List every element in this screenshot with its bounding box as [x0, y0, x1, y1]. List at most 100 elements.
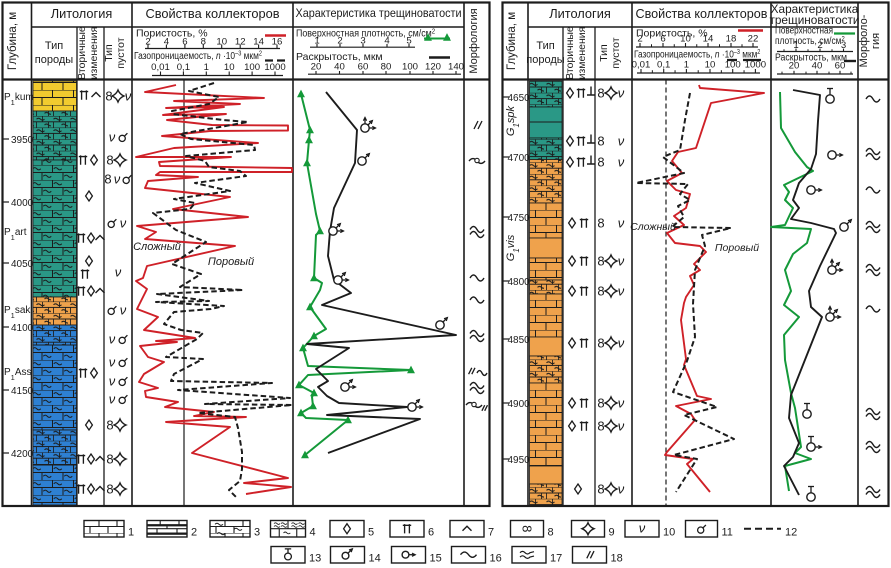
svg-text:12: 12 [235, 36, 246, 47]
svg-text:Сложный: Сложный [630, 221, 676, 233]
svg-text:8: 8 [105, 89, 112, 104]
svg-text:5: 5 [368, 527, 374, 539]
svg-text:Характеристика трещиноватости: Характеристика трещиноватости [296, 6, 462, 20]
svg-text:8: 8 [597, 86, 604, 101]
svg-text:ν: ν [125, 89, 132, 104]
svg-text:1000: 1000 [745, 60, 766, 71]
svg-text:ν: ν [618, 482, 625, 497]
svg-text:3: 3 [841, 40, 846, 51]
svg-text:ν: ν [618, 254, 625, 269]
svg-text:4100: 4100 [11, 323, 34, 334]
svg-text:Пористость, %: Пористость, % [636, 28, 708, 40]
svg-text:ν: ν [618, 86, 625, 101]
svg-text:1: 1 [128, 527, 134, 539]
svg-text:9: 9 [609, 527, 615, 539]
svg-text:ν: ν [618, 396, 625, 411]
svg-text:10: 10 [680, 34, 691, 45]
svg-text:1: 1 [204, 62, 209, 73]
svg-text:8: 8 [597, 396, 604, 411]
svg-text:0,1: 0,1 [177, 62, 190, 73]
svg-text:1: 1 [793, 40, 798, 51]
svg-text:изменения: изменения [88, 27, 100, 80]
svg-text:4000: 4000 [11, 198, 34, 209]
svg-text:G1spk: G1spk [505, 105, 521, 136]
svg-text:P1art: P1art [4, 227, 27, 242]
svg-text:8: 8 [106, 153, 113, 168]
svg-text:породы: породы [35, 54, 73, 66]
svg-text:плотность, см/см2: плотность, см/см2 [775, 35, 845, 46]
svg-text:ν: ν [618, 336, 625, 351]
svg-text:6: 6 [660, 34, 665, 45]
svg-text:Поверхностная плотность, см/см: Поверхностная плотность, см/см2 [296, 27, 435, 39]
svg-text:8: 8 [597, 284, 604, 299]
svg-text:8: 8 [597, 482, 604, 497]
svg-text:8: 8 [548, 527, 554, 539]
svg-text:ν: ν [109, 332, 116, 347]
svg-text:ν: ν [114, 172, 121, 187]
svg-text:0,01: 0,01 [151, 62, 170, 73]
svg-text:4850: 4850 [508, 335, 531, 346]
svg-text:2: 2 [637, 34, 642, 45]
svg-text:3: 3 [360, 35, 365, 46]
svg-text:8: 8 [106, 418, 113, 433]
svg-text:18: 18 [726, 34, 737, 45]
svg-text:7: 7 [488, 527, 494, 539]
svg-text:Вторичные: Вторичные [564, 26, 576, 80]
svg-text:Раскрытость, мкм: Раскрытость, мкм [775, 53, 847, 64]
svg-text:ν: ν [618, 216, 625, 231]
svg-text:22: 22 [748, 34, 759, 45]
svg-text:4650: 4650 [508, 93, 531, 104]
svg-text:17: 17 [550, 552, 562, 564]
svg-text:ν: ν [618, 155, 625, 170]
svg-text:11: 11 [722, 527, 733, 539]
svg-text:40: 40 [812, 61, 823, 72]
svg-text:Поровый: Поровый [208, 256, 254, 268]
svg-text:ν: ν [639, 521, 646, 536]
svg-text:Раскрытость, мкм: Раскрытость, мкм [296, 51, 383, 63]
svg-text:6: 6 [428, 527, 434, 539]
svg-text:Поровый: Поровый [715, 242, 759, 254]
svg-text:4050: 4050 [11, 259, 34, 270]
svg-text:18: 18 [611, 552, 623, 564]
svg-text:8: 8 [597, 254, 604, 269]
svg-text:20: 20 [789, 61, 800, 72]
svg-text:10: 10 [663, 527, 675, 539]
svg-text:100: 100 [725, 60, 741, 71]
svg-text:10: 10 [224, 62, 235, 73]
svg-text:120: 120 [425, 61, 441, 72]
svg-text:Тип: Тип [45, 40, 63, 52]
svg-text:60: 60 [835, 61, 846, 72]
svg-text:ν: ν [618, 134, 625, 149]
svg-text:Тип: Тип [103, 44, 115, 62]
svg-text:ν: ν [109, 130, 116, 145]
svg-text:80: 80 [381, 61, 392, 72]
svg-text:ν: ν [109, 374, 116, 389]
svg-text:Литология: Литология [549, 6, 611, 21]
svg-text:40: 40 [334, 61, 345, 72]
svg-text:14: 14 [369, 552, 381, 564]
svg-text:4: 4 [384, 35, 390, 46]
svg-text:14: 14 [703, 34, 714, 45]
svg-text:8: 8 [106, 482, 113, 497]
svg-text:1000: 1000 [264, 62, 285, 73]
svg-text:Тип: Тип [598, 44, 610, 62]
svg-text:8: 8 [597, 419, 604, 434]
svg-text:Сложный: Сложный [133, 241, 181, 253]
svg-text:пустот: пустот [115, 37, 127, 68]
svg-text:Литология: Литология [51, 6, 113, 21]
svg-text:Поверхностная: Поверхностная [775, 26, 833, 37]
svg-text:3: 3 [254, 527, 260, 539]
svg-text:Свойства коллекторов: Свойства коллекторов [146, 6, 280, 21]
svg-text:ν: ν [120, 216, 127, 231]
svg-text:4750: 4750 [508, 213, 531, 224]
svg-text:пустот: пустот [610, 37, 622, 68]
svg-text:60: 60 [358, 61, 369, 72]
svg-text:8: 8 [104, 172, 111, 187]
svg-text:8: 8 [597, 155, 604, 170]
svg-text:Свойства коллекторов: Свойства коллекторов [636, 7, 768, 21]
svg-text:4200: 4200 [11, 449, 34, 460]
svg-text:8: 8 [597, 216, 604, 231]
svg-text:8: 8 [597, 336, 604, 351]
svg-text:4150: 4150 [11, 386, 34, 397]
svg-text:20: 20 [311, 61, 322, 72]
